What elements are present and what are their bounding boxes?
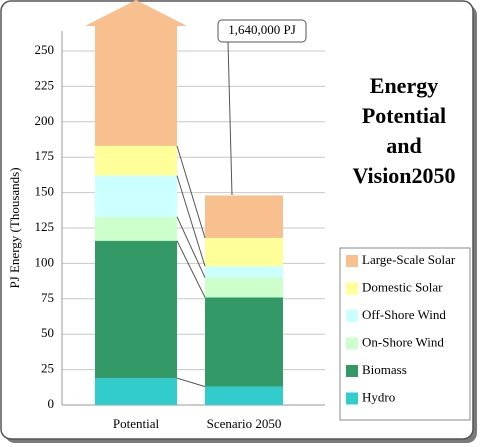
y-tick-label: 75 — [41, 290, 54, 305]
y-tick-label: 225 — [35, 77, 55, 92]
y-tick-label: 125 — [35, 219, 55, 234]
overflow-arrow — [85, 0, 187, 26]
connector — [176, 240, 206, 298]
y-tick-label: 50 — [41, 325, 54, 340]
y-tick-label: 150 — [35, 184, 55, 199]
bar-segment — [205, 297, 283, 387]
bar-segment — [95, 216, 177, 241]
y-tick-label: 100 — [35, 254, 55, 269]
y-tick-label: 0 — [48, 396, 55, 411]
legend-label: On-Shore Wind — [362, 334, 444, 349]
connector — [176, 145, 206, 239]
x-tick-label: Scenario 2050 — [207, 416, 282, 431]
bar-segment — [95, 145, 177, 176]
annotation-box — [217, 19, 307, 43]
chart-title: Energy Potential and Vision2050 — [352, 73, 455, 188]
bar-segment — [205, 277, 283, 298]
bar-segment — [205, 266, 283, 278]
legend-label: Biomass — [362, 362, 407, 377]
connector — [176, 377, 206, 388]
bar-segment — [95, 240, 177, 379]
y-tick-label: 250 — [35, 42, 55, 57]
bar-segment — [95, 378, 177, 405]
legend-swatch — [346, 282, 358, 295]
legend-swatch — [346, 365, 358, 377]
bar-segment — [205, 386, 283, 405]
legend-label: Large-Scale Solar — [362, 252, 456, 267]
legend-swatch — [346, 392, 358, 405]
legend-swatch — [346, 255, 358, 267]
bar-segment — [95, 26, 177, 146]
annotation: 1,640,000 PJ — [228, 22, 296, 37]
legend-label: Domestic Solar — [362, 279, 443, 294]
bar-segment — [95, 175, 177, 217]
legend-swatch — [346, 337, 358, 350]
x-tick-label: Potential — [113, 416, 160, 431]
legend-label: Off-Shore Wind — [362, 307, 446, 322]
connector — [176, 175, 206, 267]
legend — [339, 247, 471, 421]
connector — [176, 216, 206, 278]
bar-segment — [205, 195, 283, 238]
y-tick-label: 175 — [35, 148, 55, 163]
y-axis-label: PJ Energy (Thousands) — [7, 167, 22, 288]
legend-label: Hydro — [362, 389, 395, 404]
legend-swatch — [346, 310, 358, 322]
annotation-line — [227, 41, 233, 196]
bar-segment — [205, 237, 283, 267]
y-tick-label: 200 — [35, 113, 55, 128]
y-tick-label: 25 — [41, 361, 54, 376]
